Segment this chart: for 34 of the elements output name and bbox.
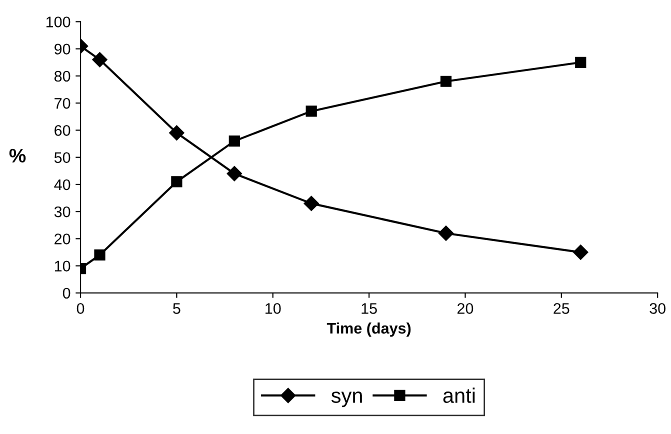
y-tick-label: 80 [54,70,70,82]
y-tick-label: 100 [46,16,70,28]
point [92,52,108,68]
y-tick-label: 50 [54,152,70,164]
point [171,176,182,188]
point [575,56,586,68]
point [306,106,317,117]
x-tick-label: 5 [173,303,180,314]
x-axis-title: Time (days) [326,322,411,337]
x-tick-label: 20 [458,303,474,314]
y-tick-label: 90 [54,44,70,55]
y-tick-label: 70 [54,98,70,109]
point [440,76,452,87]
x-tick-label: 0 [76,303,84,314]
y-tick-label: 10 [54,260,70,272]
legend-label: syn [331,392,362,408]
y-tick-label: 0 [62,288,70,299]
y-tick-label: 30 [54,206,70,218]
point [94,249,106,261]
point [438,226,454,241]
point [169,125,184,140]
x-tick-label: 30 [650,303,666,314]
point [304,196,319,212]
x-tick-label: 10 [266,303,281,314]
y-tick-label: 60 [54,125,70,136]
legend-label: anti [443,388,475,403]
point [228,135,240,147]
x-tick-label: 15 [362,303,377,314]
point [573,244,588,260]
x-tick-label: 25 [554,303,570,314]
y-axis-title: % [9,148,26,163]
y-tick-label: 40 [54,179,70,190]
point [226,166,242,182]
y-tick-label: 20 [54,234,70,244]
